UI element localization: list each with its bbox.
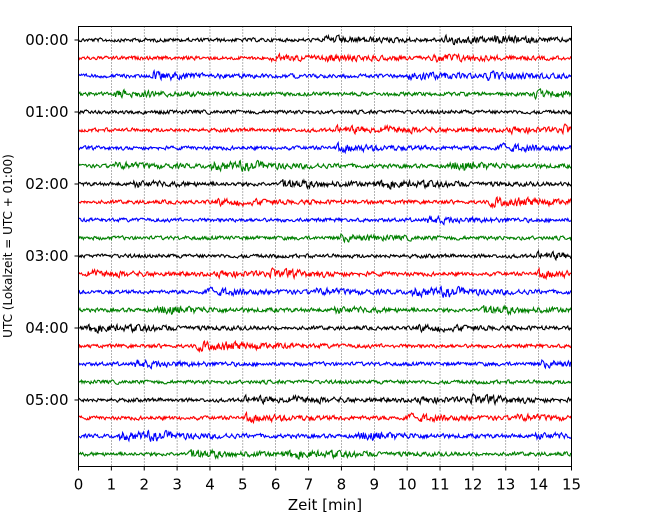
x-tick-label: 2 — [139, 476, 149, 494]
seismic-traces — [77, 33, 572, 460]
x-tick-label: 7 — [304, 476, 314, 494]
seismic-trace — [78, 266, 572, 281]
seismic-trace — [77, 249, 572, 262]
x-tick-label: 8 — [337, 476, 347, 494]
y-tick-label: 05:00 — [25, 391, 68, 409]
x-tick-label: 6 — [271, 476, 281, 494]
plot-frame — [78, 26, 572, 467]
y-tick-label: 04:00 — [25, 319, 68, 337]
seismic-trace — [78, 232, 572, 244]
x-tick-label: 15 — [562, 476, 581, 494]
seismic-trace — [78, 410, 572, 425]
x-tick-label: 1 — [107, 476, 117, 494]
x-axis-label: Zeit [min] — [288, 496, 362, 514]
seismic-trace — [78, 339, 572, 354]
vertical-gridlines — [111, 26, 539, 467]
seismic-trace — [78, 108, 572, 116]
y-tick-label: 00:00 — [25, 31, 68, 49]
y-axis: 00:00 01:00 02:00 03:00 04:00 05:00 — [25, 31, 79, 409]
seismic-trace — [78, 140, 572, 155]
seismic-trace — [78, 429, 572, 443]
seismic-trace — [77, 33, 572, 46]
x-tick-label: 0 — [74, 476, 84, 494]
x-tick-label: 3 — [172, 476, 182, 494]
x-tick-label: 4 — [205, 476, 215, 494]
seismic-trace — [78, 322, 572, 334]
x-tick-label: 13 — [496, 476, 515, 494]
x-tick-label: 11 — [430, 476, 449, 494]
x-tick-label: 10 — [398, 476, 417, 494]
x-tick-label: 14 — [529, 476, 548, 494]
x-tick-label: 9 — [370, 476, 380, 494]
seismic-trace — [78, 88, 572, 101]
seismic-trace — [78, 393, 572, 407]
seismic-trace — [77, 448, 572, 460]
x-axis: 0 1 2 3 4 5 6 7 8 9 10 11 12 13 14 15 — [74, 466, 581, 494]
seismic-trace — [78, 304, 572, 316]
y-tick-label: 03:00 — [25, 247, 68, 265]
seismic-trace — [78, 52, 572, 64]
seismic-trace — [78, 159, 572, 173]
seismic-trace — [78, 214, 572, 226]
seismic-trace — [78, 285, 572, 299]
y-axis-label: UTC (Lokalzeit = UTC + 01:00) — [1, 154, 15, 338]
x-tick-label: 5 — [238, 476, 248, 494]
x-tick-label: 12 — [463, 476, 482, 494]
seismic-trace — [78, 378, 572, 386]
seismic-trace — [78, 178, 572, 190]
y-tick-label: 01:00 — [25, 103, 68, 121]
seismic-trace — [78, 195, 572, 210]
seismic-trace — [78, 69, 572, 82]
seismic-trace — [78, 123, 572, 136]
seismic-trace — [78, 358, 572, 370]
y-tick-label: 02:00 — [25, 175, 68, 193]
